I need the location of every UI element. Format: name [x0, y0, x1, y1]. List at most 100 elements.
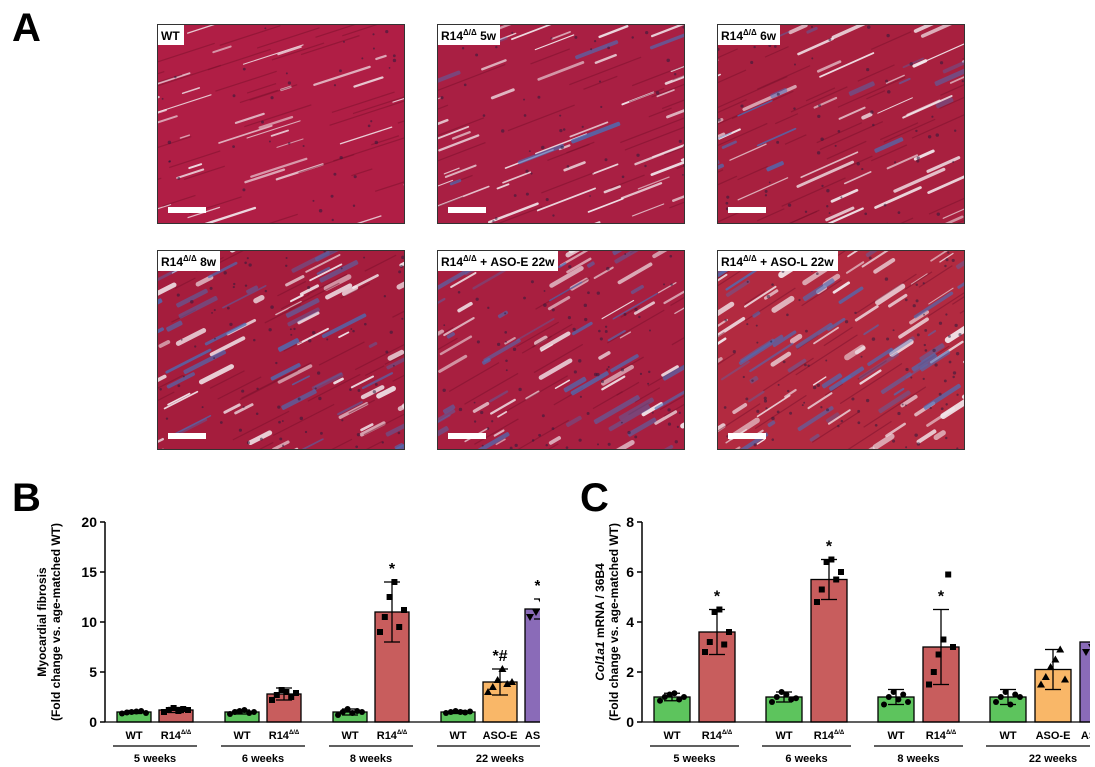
micrograph-label: R14Δ/Δ 5w [438, 25, 501, 45]
category-label: ASO-L [1081, 730, 1090, 742]
data-point [788, 696, 795, 703]
data-point [945, 571, 952, 578]
tissue-texture [438, 251, 684, 449]
data-point [349, 710, 356, 716]
significance-label: *# [492, 648, 507, 665]
tissue-background [438, 25, 684, 223]
category-label: WT [341, 730, 358, 742]
micrograph-label: R14Δ/Δ + ASO-L 22w [718, 251, 838, 271]
group-label: 22 weeks [476, 753, 524, 765]
data-point [273, 692, 280, 698]
data-point [443, 710, 449, 716]
data-point [161, 709, 167, 715]
data-point [227, 711, 233, 717]
y-tick-label: 15 [81, 564, 97, 580]
data-point [180, 706, 187, 712]
data-point [885, 694, 892, 700]
data-point [1037, 680, 1045, 688]
data-point [1061, 675, 1069, 683]
y-tick-label: 2 [626, 664, 634, 680]
data-point [508, 678, 516, 685]
micrograph-r14-aso-e-22w: R14Δ/Δ + ASO-E 22w [437, 250, 685, 450]
data-point [175, 708, 182, 714]
data-point [783, 691, 790, 698]
panel-label-b: B [12, 476, 41, 520]
y-axis-label: Col1a1 mRNA / 36B4(Fold change vs. age-m… [593, 523, 621, 721]
tissue-texture [158, 25, 404, 223]
bar [1079, 641, 1090, 723]
data-point [833, 576, 840, 583]
data-point [818, 586, 825, 593]
data-point [702, 649, 708, 655]
data-point [726, 629, 732, 635]
data-point [526, 614, 534, 621]
data-point [997, 694, 1004, 700]
chart-myocardial-fibrosis: 0 5 10 15 20 Myocardial fibrosis(Fold change … [35, 514, 540, 765]
significance-label: * [938, 589, 945, 606]
bar [524, 608, 540, 723]
y-tick-label: 20 [81, 514, 97, 530]
data-point [823, 559, 830, 565]
data-point [930, 669, 937, 675]
data-point [396, 624, 403, 630]
data-point [890, 689, 897, 695]
data-point [1007, 701, 1014, 708]
data-point [251, 709, 257, 715]
y-tick-label: 8 [626, 514, 634, 530]
data-point [671, 690, 678, 697]
data-point [935, 651, 942, 658]
data-point [246, 710, 253, 716]
data-point [462, 709, 469, 716]
category-label: WT [887, 730, 904, 742]
data-point [881, 701, 887, 708]
data-point [484, 688, 492, 695]
category-label: ASO-E [1036, 730, 1071, 742]
data-point [716, 606, 723, 613]
data-point [344, 706, 351, 712]
y-tick-label: 0 [89, 714, 97, 730]
category-label: R14Δ/Δ [269, 730, 300, 742]
category-label: R14Δ/Δ [377, 730, 408, 742]
data-point [905, 699, 911, 705]
panel-label-c: C [580, 476, 609, 520]
data-point [1088, 644, 1090, 648]
category-label: R14Δ/Δ [814, 730, 845, 742]
data-point [926, 681, 932, 688]
group-label: 8 weeks [350, 753, 392, 765]
y-axis-label: Myocardial fibrosis(Fold change vs. age-… [35, 523, 63, 721]
category-label: WT [775, 730, 792, 742]
data-point [498, 665, 507, 672]
y-tick-label: 0 [626, 714, 634, 730]
data-point [661, 694, 668, 700]
data-point [793, 695, 799, 702]
category-label: R14Δ/Δ [161, 730, 192, 742]
data-point [241, 707, 248, 713]
data-point [773, 694, 780, 700]
data-point [681, 694, 687, 700]
data-point [283, 689, 290, 695]
data-point [1012, 691, 1019, 698]
data-point [377, 629, 383, 635]
data-point [143, 710, 149, 716]
data-point [657, 697, 663, 704]
data-point [381, 614, 388, 620]
scale-bar [728, 433, 766, 439]
data-point [339, 709, 346, 715]
group-label: 5 weeks [673, 753, 715, 765]
micrograph-r14-5w: R14Δ/Δ 5w [437, 24, 685, 224]
group-label: 8 weeks [897, 753, 939, 765]
micrograph-wt: WT [157, 24, 405, 224]
data-point [386, 594, 393, 600]
category-label: R14Δ/Δ [702, 730, 733, 742]
micrograph-label: R14Δ/Δ 8w [158, 251, 221, 271]
y-tick-label: 6 [626, 564, 634, 580]
data-point [1082, 649, 1090, 656]
scale-bar [728, 207, 766, 213]
panel-label-a: A [12, 6, 41, 50]
significance-label: *‡ [534, 578, 540, 595]
data-point [269, 697, 275, 703]
data-point [1002, 689, 1009, 695]
micrograph-r14-6w: R14Δ/Δ 6w [717, 24, 965, 224]
data-point [335, 712, 341, 718]
group-label: 6 weeks [785, 753, 827, 765]
